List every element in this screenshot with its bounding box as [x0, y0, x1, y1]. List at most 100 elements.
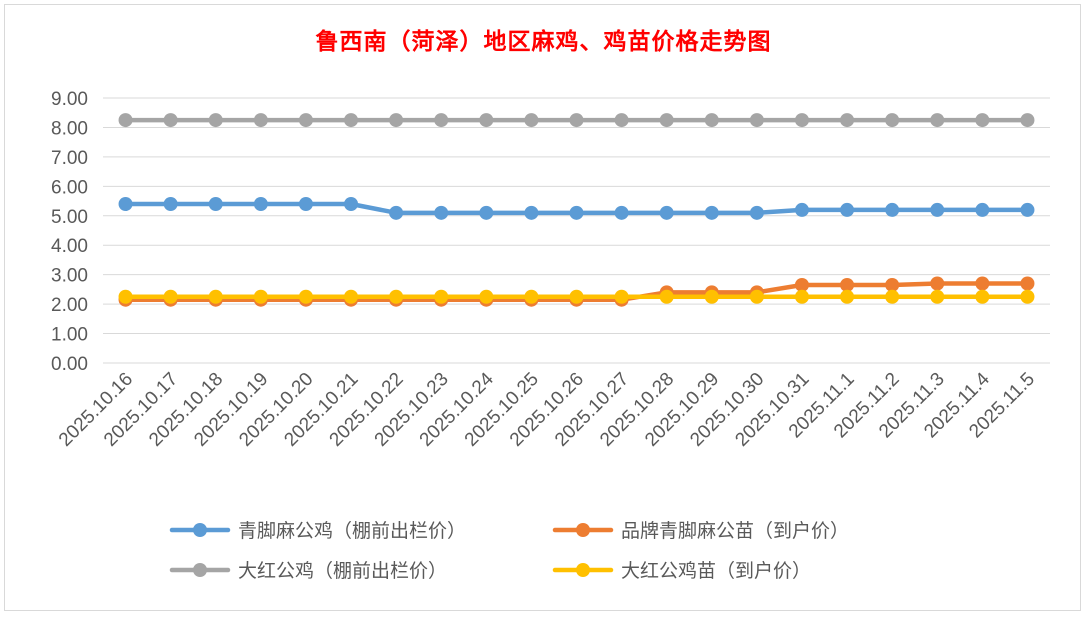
y-tick-label: 9.00: [51, 89, 88, 110]
series-group: [118, 113, 1035, 307]
y-tick-label: 7.00: [51, 148, 88, 169]
data-point: [524, 205, 539, 220]
y-tick-label: 5.00: [51, 207, 88, 228]
x-axis-ticks: 2025.10.162025.10.172025.10.182025.10.19…: [55, 368, 1039, 450]
data-point: [389, 205, 404, 220]
y-tick-label: 4.00: [51, 236, 88, 257]
data-point: [253, 289, 268, 304]
legend-label: 品牌青脚麻公苗（到户价）: [621, 520, 849, 542]
legend-label: 青脚麻公鸡（棚前出栏价）: [238, 520, 466, 542]
data-point: [118, 289, 133, 304]
chart-frame: [4, 4, 1081, 611]
data-point: [524, 289, 539, 304]
data-point: [840, 289, 855, 304]
data-point: [930, 276, 945, 291]
data-point: [840, 277, 855, 292]
data-point: [344, 289, 359, 304]
data-point: [930, 202, 945, 217]
data-point: [659, 289, 674, 304]
data-point: [704, 289, 719, 304]
series-2: [118, 113, 1035, 128]
data-point: [389, 289, 404, 304]
data-point: [479, 205, 494, 220]
data-point: [208, 113, 223, 128]
legend-swatch-marker: [576, 523, 590, 537]
data-point: [704, 205, 719, 220]
data-point: [930, 113, 945, 128]
chart-title: 鲁西南（菏泽）地区麻鸡、鸡苗价格走势图: [315, 28, 772, 55]
data-point: [434, 113, 449, 128]
legend-item: 大红公鸡（棚前出栏价）: [169, 560, 447, 582]
data-point: [298, 113, 313, 128]
data-point: [434, 205, 449, 220]
data-point: [344, 197, 359, 211]
data-point: [749, 113, 764, 128]
data-point: [659, 205, 674, 220]
data-point: [885, 277, 900, 292]
data-point: [614, 205, 629, 220]
data-point: [840, 202, 855, 217]
data-point: [614, 113, 629, 128]
y-tick-label: 8.00: [51, 118, 88, 139]
data-point: [885, 289, 900, 304]
data-point: [1020, 276, 1035, 291]
data-point: [163, 197, 178, 211]
data-point: [840, 113, 855, 128]
data-point: [704, 113, 719, 128]
y-tick-label: 2.00: [51, 295, 88, 316]
legend-swatch-marker: [193, 523, 207, 537]
data-point: [253, 113, 268, 128]
y-tick-label: 0.00: [51, 354, 88, 375]
data-point: [975, 113, 990, 128]
data-point: [659, 113, 674, 128]
legend-item: 品牌青脚麻公苗（到户价）: [552, 520, 849, 542]
series-3: [118, 289, 1035, 304]
legend-label: 大红公鸡（棚前出栏价）: [238, 560, 447, 582]
data-point: [1020, 289, 1035, 304]
data-point: [794, 289, 809, 304]
data-point: [163, 113, 178, 128]
data-point: [208, 289, 223, 304]
data-point: [794, 277, 809, 292]
data-point: [344, 113, 359, 128]
data-point: [479, 289, 494, 304]
legend-label: 大红公鸡苗（到户价）: [621, 560, 811, 582]
data-point: [389, 113, 404, 128]
data-point: [434, 289, 449, 304]
y-tick-label: 6.00: [51, 177, 88, 198]
data-point: [253, 197, 268, 211]
legend-swatch-marker: [576, 563, 590, 577]
data-point: [975, 289, 990, 304]
data-point: [163, 289, 178, 304]
y-tick-label: 3.00: [51, 266, 88, 287]
y-axis-ticks: 0.00 1.00 2.00 3.00 4.00 5.00 6.00 7.00 8.00 9.00: [51, 89, 88, 375]
data-point: [1020, 113, 1035, 128]
data-point: [118, 197, 133, 211]
data-point: [569, 113, 584, 128]
data-point: [569, 289, 584, 304]
data-point: [975, 276, 990, 291]
data-point: [885, 113, 900, 128]
legend-item: 大红公鸡苗（到户价）: [552, 560, 811, 582]
data-point: [479, 113, 494, 128]
data-point: [208, 197, 223, 211]
legend: 青脚麻公鸡（棚前出栏价） 品牌青脚麻公苗（到户价） 大红公鸡（棚前出栏价） 大红公鸡苗…: [169, 520, 849, 582]
data-point: [118, 113, 133, 128]
data-point: [614, 289, 629, 304]
series-0: [118, 197, 1035, 220]
data-point: [298, 289, 313, 304]
data-point: [885, 202, 900, 217]
y-tick-label: 1.00: [51, 325, 88, 346]
data-point: [298, 197, 313, 211]
data-point: [794, 113, 809, 128]
data-point: [794, 202, 809, 217]
data-point: [569, 205, 584, 220]
data-point: [749, 289, 764, 304]
data-point: [524, 113, 539, 128]
data-point: [930, 289, 945, 304]
legend-item: 青脚麻公鸡（棚前出栏价）: [169, 520, 466, 542]
data-point: [975, 202, 990, 217]
gridlines: [103, 97, 1050, 364]
data-point: [1020, 202, 1035, 217]
